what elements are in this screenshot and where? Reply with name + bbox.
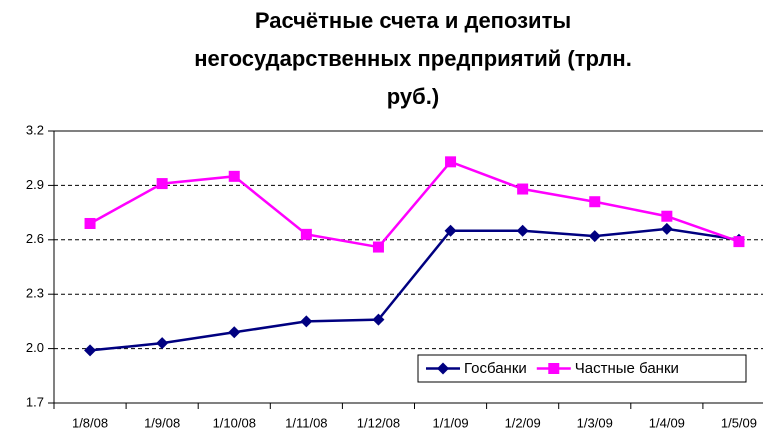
series-line — [89, 160, 740, 249]
marker — [516, 224, 529, 237]
x-tick-label: 1/9/08 — [144, 415, 180, 430]
marker — [661, 210, 673, 222]
marker — [372, 313, 385, 326]
marker — [300, 315, 313, 328]
x-tick-label: 1/8/08 — [72, 415, 108, 430]
y-tick-label: 2.0 — [26, 340, 44, 355]
marker — [660, 222, 673, 235]
marker — [445, 156, 457, 168]
series-line — [89, 227, 740, 352]
x-tick-label: 1/4/09 — [649, 415, 685, 430]
legend-label: Частные банки — [575, 360, 679, 377]
legend-marker — [548, 363, 560, 374]
marker — [228, 326, 241, 339]
marker — [733, 236, 745, 248]
y-tick-label: 2.9 — [26, 177, 44, 192]
marker — [156, 178, 168, 190]
x-tick-label: 1/3/09 — [577, 415, 613, 430]
x-tick-label: 1/1/09 — [432, 415, 468, 430]
marker — [372, 241, 384, 253]
marker — [228, 170, 240, 182]
x-tick-label: 1/5/09 — [721, 415, 757, 430]
y-tick-label: 3.2 — [26, 122, 44, 137]
legend-label: Госбанки — [464, 360, 527, 377]
chart-title: Расчётные счета и депозиты негосударстве… — [194, 8, 632, 109]
marker — [84, 217, 96, 229]
legend-box — [417, 354, 747, 383]
marker — [300, 228, 312, 240]
x-tick-label: 1/2/09 — [505, 415, 541, 430]
marker — [156, 337, 169, 350]
x-tick-label: 1/12/08 — [357, 415, 400, 430]
y-tick-label: 1.7 — [26, 394, 44, 409]
x-tick-label: 1/10/08 — [213, 415, 256, 430]
legend-marker — [437, 362, 449, 375]
marker — [444, 224, 457, 237]
marker — [589, 196, 601, 208]
marker — [588, 230, 601, 243]
y-tick-label: 2.3 — [26, 286, 44, 301]
marker — [84, 344, 97, 357]
x-tick-label: 1/11/08 — [285, 415, 327, 430]
y-tick-label: 2.6 — [26, 231, 44, 246]
marker — [517, 183, 529, 195]
